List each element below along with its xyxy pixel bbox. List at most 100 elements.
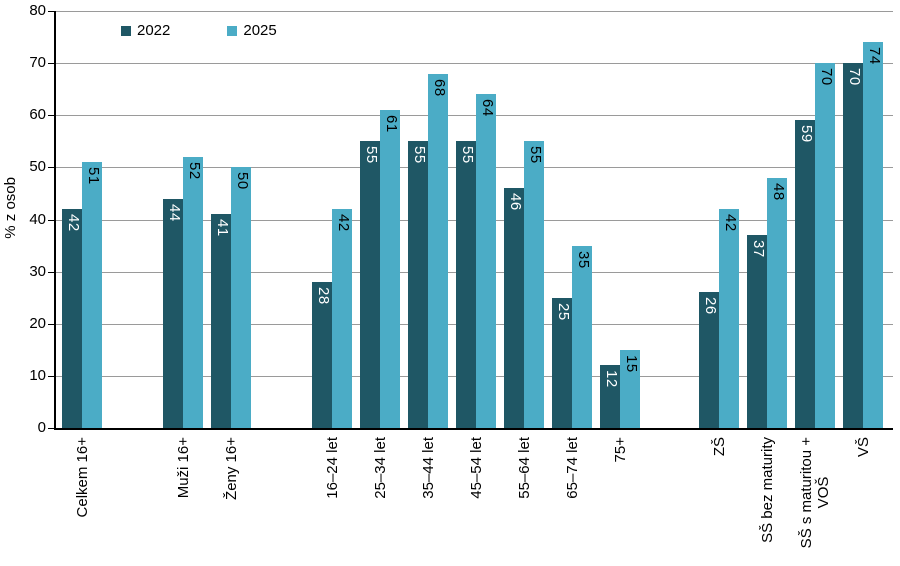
bar-value-label: 55 (527, 146, 544, 164)
legend-label-2022: 2022 (137, 22, 171, 39)
y-tick-10 (48, 376, 54, 377)
bar-2025 (620, 350, 640, 428)
y-tick-20 (48, 324, 54, 325)
bar-2025 (231, 167, 251, 428)
y-tick-label-0: 0 (37, 419, 46, 436)
bar-value-label: 74 (866, 47, 883, 65)
y-tick-30 (48, 272, 54, 273)
bar-2022 (747, 235, 767, 428)
y-gridline-80 (54, 11, 893, 12)
category-label-text: Muži 16+ (174, 437, 192, 499)
bar-2025 (572, 246, 592, 428)
y-gridline-70 (54, 63, 893, 64)
bar-2025 (428, 74, 448, 428)
bar-value-label: 37 (750, 240, 767, 258)
category-label-text: 16–24 let (323, 437, 341, 499)
bar-2025 (524, 141, 544, 428)
bar-2022 (360, 141, 380, 428)
bar-2025 (719, 209, 739, 428)
category-label-text: 35–44 let (419, 437, 437, 499)
y-axis-line (54, 11, 56, 430)
bar-value-label: 28 (315, 287, 332, 305)
y-tick-50 (48, 167, 54, 168)
bar-2025 (183, 157, 203, 428)
y-tick-label-70: 70 (29, 54, 46, 71)
bar-value-label: 50 (234, 172, 251, 190)
bar-value-label: 12 (603, 370, 620, 388)
bar-2022 (843, 63, 863, 428)
y-tick-label-20: 20 (29, 315, 46, 332)
category-label-text: Celkem 16+ (73, 437, 91, 518)
bar-value-label: 55 (363, 146, 380, 164)
bar-2022 (62, 209, 82, 428)
bar-value-label: 59 (798, 125, 815, 143)
bar-2022 (163, 199, 183, 428)
bar-2025 (82, 162, 102, 428)
category-label-text: 45–54 let (467, 437, 485, 499)
bar-2025 (767, 178, 787, 428)
y-tick-label-30: 30 (29, 263, 46, 280)
bar-2022 (795, 120, 815, 428)
legend: 2022 2025 (121, 22, 277, 39)
bar-2022 (211, 214, 231, 428)
bar-value-label: 25 (555, 303, 572, 321)
bar-value-label: 41 (214, 219, 231, 237)
bar-value-label: 42 (335, 214, 352, 232)
bar-2022 (504, 188, 524, 428)
y-tick-40 (48, 220, 54, 221)
y-tick-label-50: 50 (29, 158, 46, 175)
bar-value-label: 26 (702, 297, 719, 315)
bar-value-label: 55 (411, 146, 428, 164)
bar-2022 (699, 292, 719, 428)
bar-value-label: 70 (818, 68, 835, 86)
legend-item-2025: 2025 (227, 22, 277, 39)
bar-2022 (456, 141, 476, 428)
bar-value-label: 15 (623, 355, 640, 373)
category-label-text: 55–64 let (515, 437, 533, 499)
category-label: VŠ (823, 437, 900, 457)
category-label: Ženy 16+ (191, 437, 271, 500)
y-tick-80 (48, 11, 54, 12)
category-label-text: 65–74 let (563, 437, 581, 499)
category-label-text: 75+ (611, 437, 629, 463)
bar-value-label: 42 (65, 214, 82, 232)
legend-swatch-2022 (121, 25, 131, 36)
y-tick-label-10: 10 (29, 367, 46, 384)
category-label: 75+ (580, 437, 660, 462)
bar-2025 (476, 94, 496, 428)
bar-value-label: 64 (479, 99, 496, 117)
bar-2022 (600, 365, 620, 428)
category-label: Celkem 16+ (42, 437, 122, 517)
bar-value-label: 55 (459, 146, 476, 164)
category-label-text: VŠ (854, 437, 872, 458)
legend-swatch-2025 (227, 25, 238, 36)
bar-2022 (552, 298, 572, 428)
bar-2022 (312, 282, 332, 428)
bar-value-label: 68 (431, 79, 448, 97)
y-tick-60 (48, 115, 54, 116)
bar-value-label: 70 (846, 68, 863, 86)
category-label-text: Ženy 16+ (222, 437, 240, 500)
legend-item-2022: 2022 (121, 22, 170, 39)
bar-value-label: 52 (186, 162, 203, 180)
y-tick-0 (48, 428, 54, 429)
bar-2025 (332, 209, 352, 428)
bar-value-label: 42 (722, 214, 739, 232)
y-tick-70 (48, 63, 54, 64)
bar-value-label: 35 (575, 251, 592, 269)
bar-value-label: 44 (166, 204, 183, 222)
category-label-text: ZŠ (710, 437, 728, 457)
y-tick-label-80: 80 (29, 2, 46, 19)
category-label-text: 25–34 let (371, 437, 389, 499)
bar-2025 (815, 63, 835, 428)
y-tick-label-40: 40 (29, 211, 46, 228)
bar-2022 (408, 141, 428, 428)
bar-value-label: 61 (383, 115, 400, 133)
x-axis-line (54, 428, 893, 430)
legend-label-2025: 2025 (243, 22, 277, 39)
bar-2025 (863, 42, 883, 428)
category-label-text: SŠ bez maturity (758, 437, 776, 543)
bar-2025 (380, 110, 400, 428)
y-tick-label-60: 60 (29, 106, 46, 123)
